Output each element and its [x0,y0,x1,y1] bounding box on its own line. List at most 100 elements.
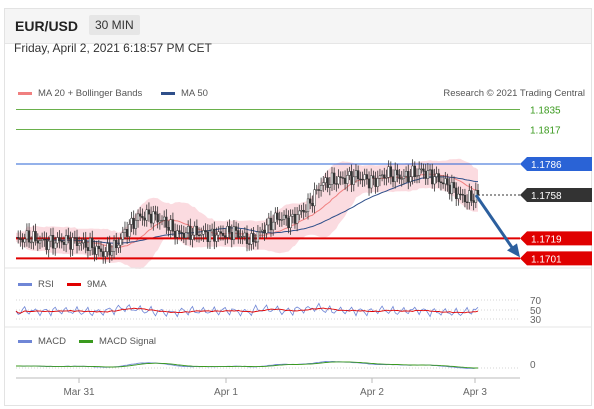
support-price-tag [520,231,592,246]
candle [302,202,305,220]
candle-body [25,230,29,240]
candle-body [152,211,155,224]
candle-body [84,239,87,248]
target-level-label: 1.1835 [530,106,561,117]
candle-body [112,239,116,252]
candle [287,210,290,234]
candle [267,212,270,233]
candle [376,170,379,193]
candle [448,177,451,200]
candle-body [441,182,445,185]
candle-body [402,175,406,179]
candle [169,215,172,239]
candle [30,236,33,250]
candle [463,188,467,208]
candle [195,219,199,243]
candle-body [252,233,255,242]
candle [407,164,410,190]
candle-body [302,209,305,213]
candle [110,245,114,261]
candle-body [230,232,233,241]
candle [115,232,118,256]
candle-body [17,237,20,239]
candle-body [204,230,207,233]
candle-body [234,226,238,231]
candle [132,210,135,235]
candle-body [82,239,85,244]
candle-body [160,219,164,222]
candle [359,171,362,185]
candle-body [75,237,79,246]
candle-body [213,228,216,242]
candle [304,204,307,218]
macd-legend-swatch [18,340,32,343]
candle [84,231,87,254]
candle [319,177,323,197]
rsi-tick-label: 30 [530,315,542,326]
candle [204,223,207,238]
ma50-legend-label: MA 50 [181,88,208,99]
candle-body [413,165,416,177]
candle-body [43,238,46,241]
candle [102,244,105,264]
candle [34,223,37,246]
candle-body [465,201,469,203]
candle-body [86,247,90,251]
candle [60,233,63,249]
candle-body [245,232,249,244]
candle-body [143,217,146,221]
candle-body [117,244,120,249]
candle-body [261,229,264,232]
candle-body [295,214,299,224]
target-level-label: 1.1817 [530,126,561,137]
candle [356,165,360,187]
candle [32,225,35,250]
candle-body [363,174,366,180]
candle [184,227,188,246]
candle [254,233,257,247]
candle-body [208,230,212,242]
candle-body [435,173,438,177]
candle [86,241,90,259]
candle [261,223,264,238]
candle [36,233,39,251]
candle-body [322,182,325,186]
candle [180,224,183,242]
candle [134,213,138,236]
candle-body [80,242,83,244]
ma50-legend-swatch [161,92,175,95]
candle [154,205,157,221]
candle [163,210,166,228]
candle [313,182,316,214]
candle [435,166,438,184]
candle-body [93,247,96,255]
candle-body [415,175,419,177]
candle-body [106,243,109,252]
candle [43,231,46,247]
candle [228,219,231,239]
candle [322,176,325,192]
candle [99,241,103,257]
candle-body [102,251,105,257]
candle-body [176,230,179,238]
candle [424,163,427,185]
candle [54,236,57,256]
timeframe-badge[interactable]: 30 MIN [89,15,140,35]
candle [276,207,279,225]
candle [219,225,222,241]
rsi-panel [15,299,520,320]
candle-body [67,235,70,239]
candle-body [224,235,227,238]
macd-signal-legend-swatch [79,340,93,343]
candle-body [404,171,408,177]
candle-body [173,230,177,238]
candle-body [272,221,275,231]
candle-body [147,209,151,215]
candle [265,218,268,239]
x-tick-label: Mar 31 [63,387,95,398]
candle [121,226,124,246]
candle [394,162,397,189]
last-price-tag [520,188,592,203]
candle [173,223,177,245]
